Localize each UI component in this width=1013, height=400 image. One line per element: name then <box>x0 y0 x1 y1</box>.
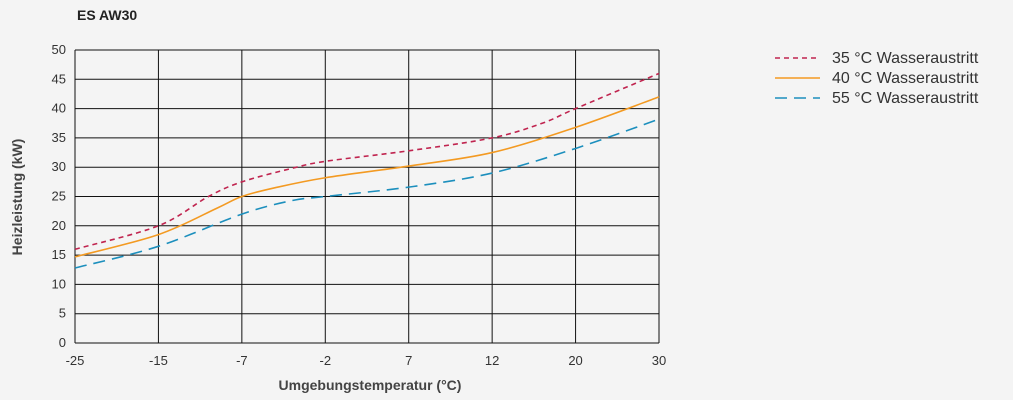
x-tick-label: -15 <box>149 353 168 368</box>
y-tick-label: 45 <box>52 71 66 86</box>
x-tick-label: -7 <box>236 353 248 368</box>
y-tick-label: 50 <box>52 42 66 57</box>
y-tick-label: 15 <box>52 247 66 262</box>
y-tick-label: 5 <box>59 306 66 321</box>
x-tick-label: 7 <box>405 353 412 368</box>
y-tick-label: 30 <box>52 159 66 174</box>
y-tick-label: 25 <box>52 189 66 204</box>
chart-title: ES AW30 <box>77 7 137 23</box>
y-tick-label: 20 <box>52 218 66 233</box>
series-line-3 <box>74 118 660 269</box>
x-axis-title: Umgebungstemperatur (°C) <box>279 377 462 393</box>
legend: 35 °C Wasseraustritt 40 °C Wasseraustritt… <box>775 50 979 107</box>
plot-area: 0 5 10 15 20 25 30 35 40 45 50 -25 -15 -7 -2 7 12 20 30 <box>52 42 667 368</box>
x-tick-label: 20 <box>568 353 582 368</box>
legend-label-3: 55 °C Wasseraustritt <box>832 90 979 107</box>
x-tick-label: 12 <box>485 353 499 368</box>
x-tick-label: -25 <box>66 353 85 368</box>
x-tick-label: 30 <box>652 353 666 368</box>
y-tick-label: 10 <box>52 276 66 291</box>
y-tick-label: 40 <box>52 101 66 116</box>
y-axis-title: Heizleistung (kW) <box>9 139 25 256</box>
y-tick-label: 35 <box>52 130 66 145</box>
x-tick-label: -2 <box>320 353 332 368</box>
series-line-2 <box>74 96 660 258</box>
series-line-1 <box>74 72 660 251</box>
y-tick-label: 0 <box>59 335 66 350</box>
legend-label-1: 35 °C Wasseraustritt <box>832 50 979 67</box>
legend-label-2: 40 °C Wasseraustritt <box>832 70 979 87</box>
